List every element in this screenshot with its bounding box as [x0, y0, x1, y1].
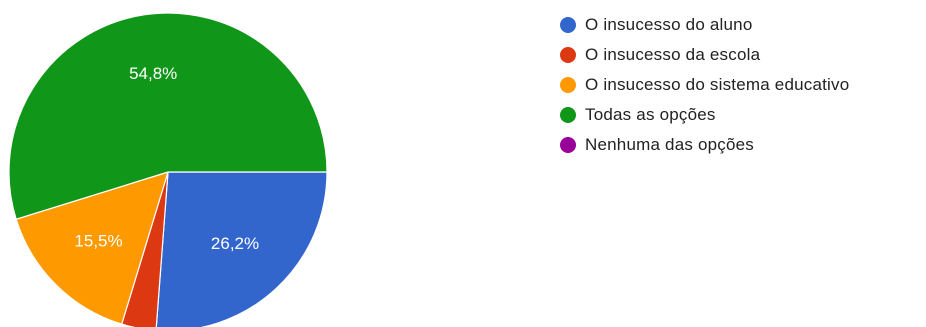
legend-color-dot [560, 137, 576, 153]
legend-item[interactable]: O insucesso do sistema educativo [560, 70, 849, 100]
legend-item[interactable]: Todas as opções [560, 100, 849, 130]
legend-item[interactable]: O insucesso do aluno [560, 10, 849, 40]
slice-data-label: 26,2% [211, 234, 259, 253]
legend-color-dot [560, 17, 576, 33]
chart-legend: O insucesso do aluno O insucesso da escol… [560, 10, 849, 160]
legend-label: O insucesso do sistema educativo [585, 75, 850, 94]
legend-label: Todas as opções [585, 105, 716, 124]
legend-color-dot [560, 107, 576, 123]
legend-label: Nenhuma das opções [585, 135, 754, 154]
pie-slice-1[interactable] [155, 171, 328, 327]
pie-slices [8, 12, 328, 327]
pie-slice-3[interactable] [15, 171, 169, 325]
legend-item[interactable]: O insucesso da escola [560, 40, 849, 70]
legend-color-dot [560, 77, 576, 93]
slice-data-label: 54,8% [129, 64, 177, 83]
legend-color-dot [560, 47, 576, 63]
pie-data-labels: 26,2% 15,5% 54,8% [74, 64, 259, 253]
slice-data-label: 15,5% [74, 231, 122, 250]
legend-label: O insucesso da escola [585, 45, 761, 64]
legend-item[interactable]: Nenhuma das opções [560, 130, 849, 160]
pie-slice-4[interactable] [8, 12, 328, 220]
legend-label: O insucesso do aluno [585, 15, 753, 34]
